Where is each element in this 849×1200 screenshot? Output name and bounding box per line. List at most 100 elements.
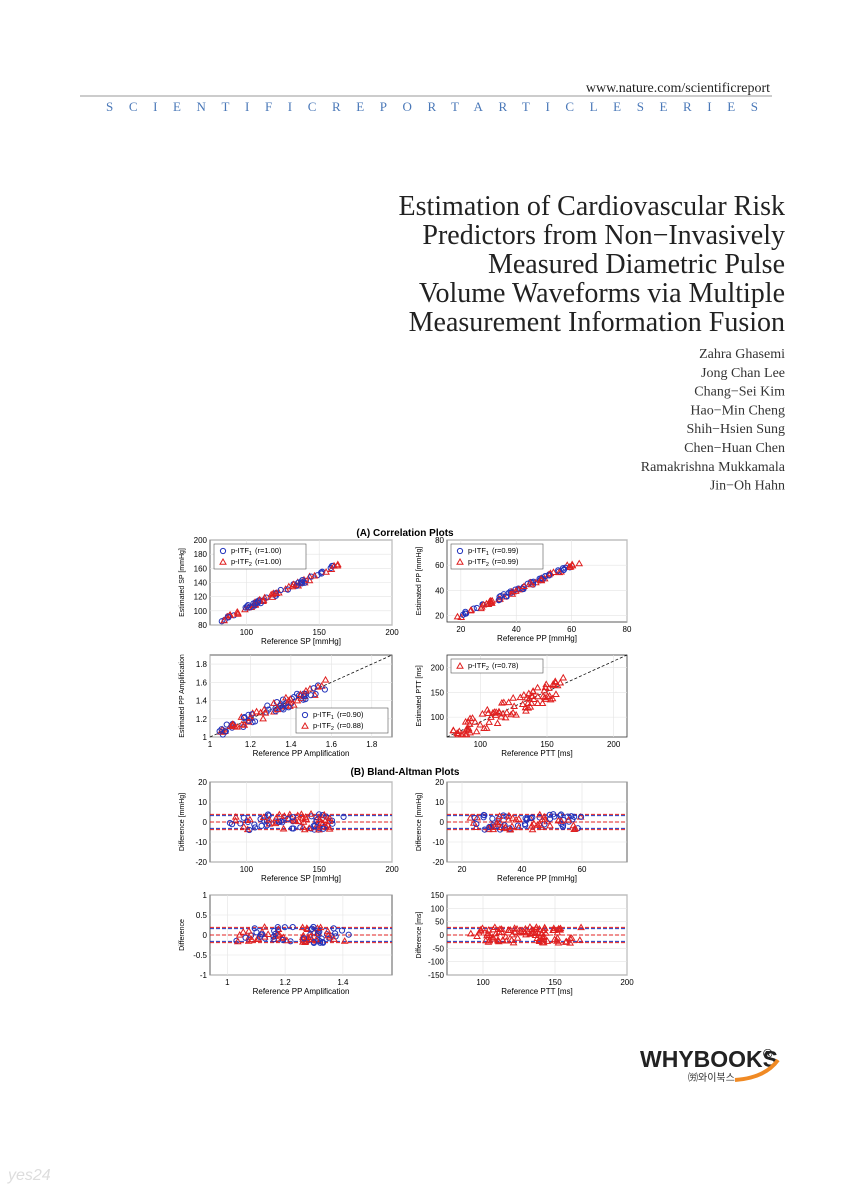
y-axis-label: Difference [179, 919, 186, 951]
marker [223, 721, 230, 728]
marker [310, 923, 317, 931]
x-tick-label: 60 [578, 865, 587, 874]
marker [526, 702, 535, 710]
marker [522, 822, 529, 829]
marker [550, 935, 559, 943]
marker [310, 822, 317, 830]
marker [516, 927, 525, 934]
plot: 1 1.2 1.4 1.6 1.8 1 1.2 1.4 1.6 1.8 Reference PP A… [179, 654, 393, 758]
title: Estimation of Cardiovascular RiskPredict… [399, 191, 786, 338]
marker [345, 931, 352, 938]
marker [279, 936, 286, 944]
y-tick-label: -150 [428, 971, 445, 980]
marker [502, 593, 510, 600]
marker [284, 696, 293, 704]
y-tick-label: 140 [194, 579, 208, 588]
y-tick-label: 1.2 [196, 715, 208, 724]
marker [316, 923, 325, 931]
marker [524, 689, 533, 697]
marker [271, 927, 278, 934]
figure: (A) Correlation Plots (B) Bland-Altman P… [179, 528, 634, 996]
legend-name: p-ITF [231, 557, 249, 566]
x-axis-label: Reference PP [mmHg] [497, 874, 577, 883]
y-axis-label: Estimated PP [mmHg] [416, 547, 423, 616]
marker [554, 938, 563, 946]
title-line: Measurement Information Fusion [409, 307, 785, 338]
marker [471, 718, 479, 725]
y-tick-label: 10 [435, 798, 444, 807]
marker [272, 708, 279, 715]
x-tick-label: 150 [548, 978, 562, 987]
marker [275, 818, 282, 825]
marker [218, 726, 225, 733]
marker [520, 585, 527, 593]
y-tick-label: 0 [440, 931, 445, 940]
x-tick-label: 80 [623, 625, 632, 634]
marker [532, 925, 540, 933]
legend-r: (r=0.88) [337, 721, 364, 730]
marker [321, 686, 328, 693]
x-axis-label: Reference SP [mmHg] [261, 637, 341, 646]
plot: 100 150 200 -20 -10 0 10 20 Reference SP [mmHg] D… [179, 778, 399, 883]
x-tick-label: 1.2 [280, 978, 292, 987]
marker [457, 613, 466, 620]
marker [497, 928, 506, 935]
marker [288, 582, 297, 590]
marker [279, 824, 288, 832]
identity-line [446, 654, 628, 738]
marker [550, 811, 557, 818]
marker [514, 822, 522, 829]
marker [272, 814, 280, 822]
y-tick-label: 20 [435, 778, 444, 787]
marker [546, 821, 554, 829]
marker [453, 612, 462, 620]
marker [233, 607, 242, 615]
marker [457, 730, 466, 738]
marker [490, 923, 499, 931]
marker [464, 724, 473, 732]
title-line: Volume Waveforms via Multiple [419, 278, 785, 309]
marker [244, 717, 253, 725]
marker [301, 711, 309, 719]
marker [252, 600, 259, 607]
plot: 20 40 60 -20 -10 0 10 20 Reference PP [mmHg] Diff… [416, 778, 628, 883]
y-tick-label: -1 [200, 971, 208, 980]
marker [481, 826, 488, 833]
marker [556, 925, 565, 933]
identity-line [209, 654, 393, 738]
marker [577, 813, 585, 820]
marker [456, 557, 464, 565]
y-tick-label: 20 [435, 612, 444, 621]
x-tick-label: 20 [458, 865, 467, 874]
marker [555, 568, 564, 576]
x-axis-label: Reference PP [mmHg] [497, 634, 577, 643]
legend-name: p-ITF [468, 557, 486, 566]
marker [273, 705, 282, 713]
marker [461, 717, 470, 725]
marker [546, 815, 554, 822]
plot: 100 150 200 100 150 200 Reference PTT [ms] Esti… [416, 654, 628, 758]
marker [491, 711, 500, 718]
marker [288, 825, 296, 832]
marker [504, 926, 513, 933]
marker [497, 925, 506, 932]
marker [527, 821, 536, 829]
x-tick-label: 1.4 [285, 740, 297, 749]
marker [518, 700, 527, 707]
marker [509, 708, 517, 716]
y-tick-label: 1 [203, 891, 208, 900]
marker [241, 714, 248, 721]
marker [246, 815, 254, 823]
marker [269, 699, 278, 706]
marker [466, 606, 475, 614]
y-axis-label: Difference [mmHg] [179, 793, 186, 851]
marker [535, 810, 544, 818]
author: Ramakrishna Mukkamala [641, 460, 786, 475]
marker [557, 817, 566, 824]
marker [528, 825, 537, 833]
y-tick-label: -100 [428, 958, 445, 967]
marker [318, 935, 325, 942]
legend-r: (r=1.00) [255, 546, 282, 555]
x-axis-label: Reference SP [mmHg] [261, 874, 341, 883]
marker [521, 703, 530, 711]
